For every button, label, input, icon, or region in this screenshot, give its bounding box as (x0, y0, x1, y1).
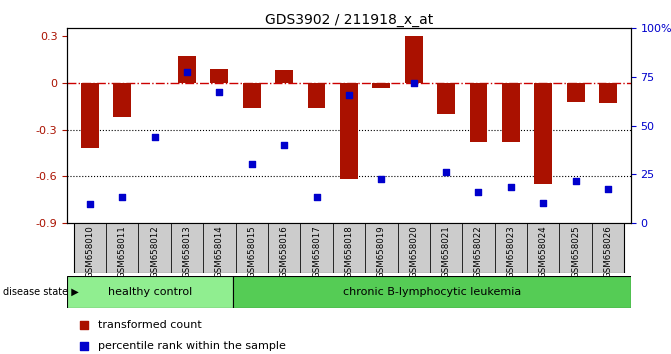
Text: chronic B-lymphocytic leukemia: chronic B-lymphocytic leukemia (343, 287, 521, 297)
Bar (437, 83, 455, 114)
Point (278, 142, 289, 148)
Bar (372, 83, 391, 87)
Bar (502, 83, 520, 142)
Point (473, 189, 484, 195)
Text: GSM658020: GSM658020 (409, 225, 418, 278)
Point (149, 135, 160, 140)
Bar (106, 223, 138, 273)
Point (497, 261, 508, 266)
Bar (211, 69, 228, 83)
Text: GSM658012: GSM658012 (150, 225, 159, 278)
Text: percentile rank within the sample: percentile rank within the sample (98, 341, 286, 352)
Bar (74, 223, 106, 273)
Bar (567, 83, 584, 102)
Bar (365, 223, 397, 273)
Point (603, 186, 613, 192)
Text: GSM658015: GSM658015 (247, 225, 256, 278)
Bar (527, 223, 560, 273)
Point (85, 201, 95, 207)
Point (182, 69, 193, 75)
Bar (113, 83, 131, 117)
Point (538, 200, 549, 206)
Point (246, 161, 257, 167)
Bar (470, 83, 487, 142)
Text: GSM658024: GSM658024 (539, 225, 548, 278)
Bar (233, 276, 631, 308)
Title: GDS3902 / 211918_x_at: GDS3902 / 211918_x_at (265, 13, 433, 27)
Bar (534, 83, 552, 184)
Point (376, 177, 386, 182)
Text: GSM658019: GSM658019 (377, 225, 386, 278)
Bar (592, 223, 624, 273)
Point (570, 178, 581, 184)
Text: healthy control: healthy control (108, 287, 192, 297)
Bar (397, 223, 430, 273)
Point (505, 184, 516, 190)
Bar (560, 223, 592, 273)
Bar (170, 223, 203, 273)
Point (214, 89, 225, 95)
Text: GSM658014: GSM658014 (215, 225, 224, 278)
Bar (340, 83, 358, 179)
Bar (599, 83, 617, 103)
Text: GSM658017: GSM658017 (312, 225, 321, 278)
Bar (243, 83, 260, 108)
Text: GSM658021: GSM658021 (442, 225, 451, 278)
Text: GSM658025: GSM658025 (571, 225, 580, 278)
Point (117, 194, 127, 199)
Bar (307, 83, 325, 108)
Bar (178, 56, 196, 83)
Text: GSM658016: GSM658016 (280, 225, 289, 278)
Point (409, 80, 419, 86)
Text: GSM658010: GSM658010 (85, 225, 94, 278)
Bar (495, 223, 527, 273)
Bar (275, 70, 293, 83)
Bar (81, 83, 99, 148)
Bar (138, 223, 170, 273)
Text: transformed count: transformed count (98, 320, 202, 330)
Bar (333, 223, 365, 273)
Bar (301, 223, 333, 273)
Text: GSM658011: GSM658011 (117, 225, 127, 278)
Bar (405, 36, 423, 83)
Point (441, 169, 452, 175)
Bar (67, 276, 233, 308)
Text: GSM658023: GSM658023 (507, 225, 515, 278)
Point (344, 92, 354, 98)
Text: GSM658022: GSM658022 (474, 225, 483, 278)
Point (311, 194, 322, 199)
Text: GSM658018: GSM658018 (344, 225, 354, 278)
Text: GSM658026: GSM658026 (604, 225, 613, 278)
Bar (236, 223, 268, 273)
Text: disease state ▶: disease state ▶ (3, 287, 79, 297)
Text: GSM658013: GSM658013 (183, 225, 191, 278)
Bar (462, 223, 495, 273)
Bar (430, 223, 462, 273)
Bar (268, 223, 301, 273)
Point (497, 67, 508, 73)
Bar (203, 223, 236, 273)
